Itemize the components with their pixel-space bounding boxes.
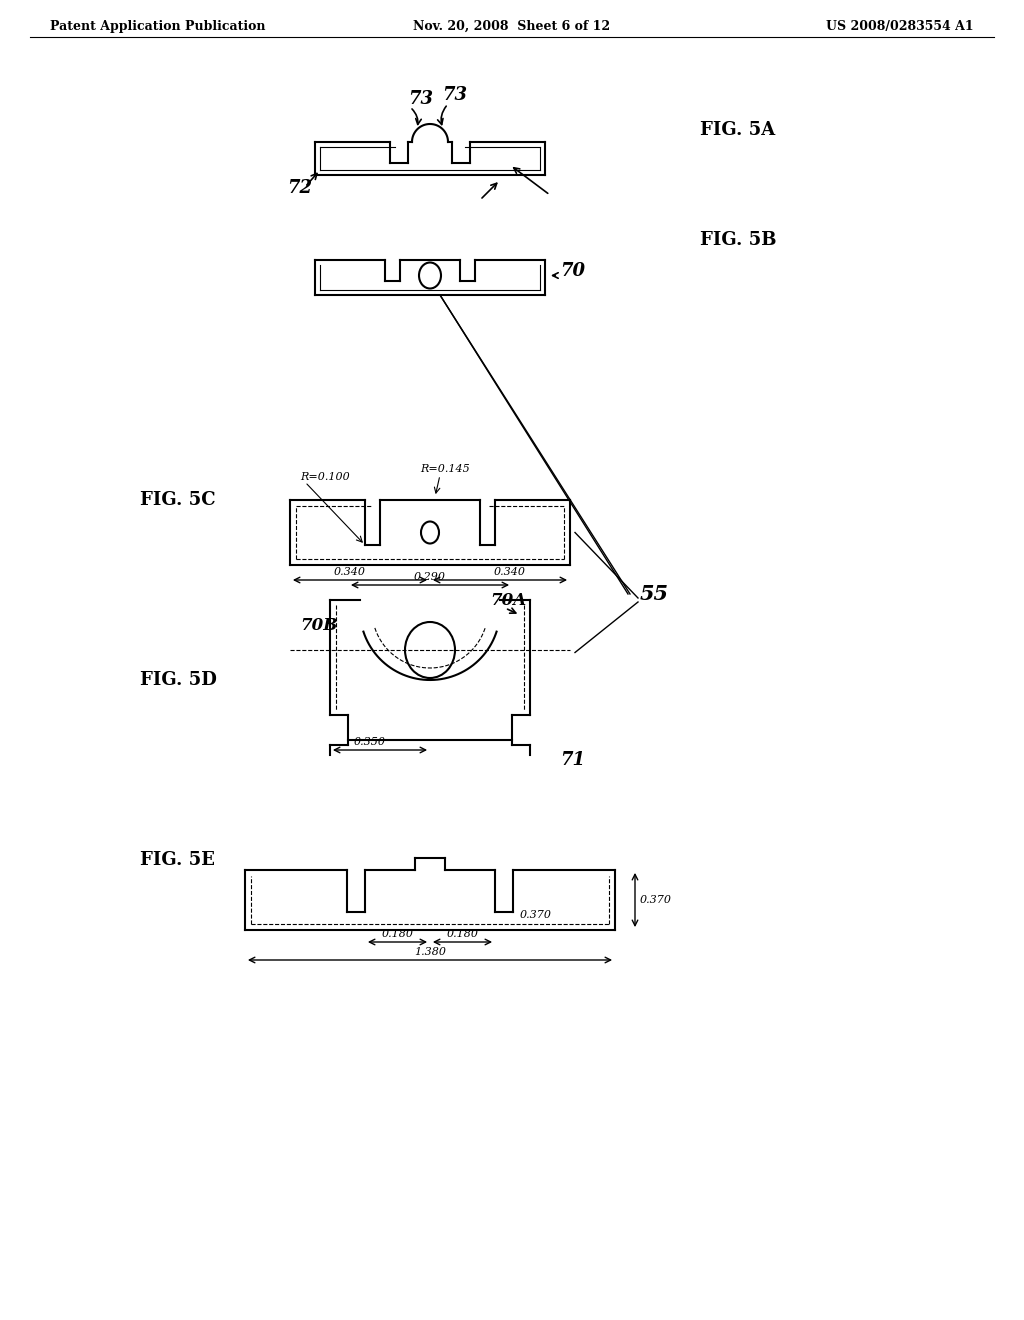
Text: 0.370: 0.370 bbox=[520, 909, 552, 920]
Text: 71: 71 bbox=[560, 751, 585, 770]
Text: Patent Application Publication: Patent Application Publication bbox=[50, 20, 265, 33]
Text: FIG. 5B: FIG. 5B bbox=[700, 231, 776, 249]
Text: 0.340: 0.340 bbox=[334, 568, 366, 577]
Text: 70: 70 bbox=[560, 261, 585, 280]
Text: 0.180: 0.180 bbox=[382, 929, 414, 939]
Text: FIG. 5D: FIG. 5D bbox=[140, 671, 217, 689]
Text: FIG. 5C: FIG. 5C bbox=[140, 491, 216, 510]
Text: 0.340: 0.340 bbox=[494, 568, 526, 577]
Text: FIG. 5E: FIG. 5E bbox=[140, 851, 215, 869]
Text: 1.380: 1.380 bbox=[414, 946, 446, 957]
Text: 70A: 70A bbox=[490, 591, 526, 609]
Text: US 2008/0283554 A1: US 2008/0283554 A1 bbox=[826, 20, 974, 33]
Text: 70B: 70B bbox=[300, 616, 337, 634]
Text: 73: 73 bbox=[442, 86, 467, 104]
Text: 0.180: 0.180 bbox=[446, 929, 478, 939]
Text: 73: 73 bbox=[408, 90, 433, 108]
Text: FIG. 5A: FIG. 5A bbox=[700, 121, 775, 139]
Text: Nov. 20, 2008  Sheet 6 of 12: Nov. 20, 2008 Sheet 6 of 12 bbox=[414, 20, 610, 33]
Text: R=0.145: R=0.145 bbox=[420, 465, 470, 474]
Ellipse shape bbox=[421, 521, 439, 544]
Text: 0.350: 0.350 bbox=[354, 737, 386, 747]
Ellipse shape bbox=[406, 622, 455, 678]
Text: 0.370: 0.370 bbox=[640, 895, 672, 906]
Text: 0.290: 0.290 bbox=[414, 572, 446, 582]
Text: 72: 72 bbox=[288, 180, 312, 197]
Text: R=0.100: R=0.100 bbox=[300, 473, 350, 482]
Text: 55: 55 bbox=[640, 583, 669, 605]
